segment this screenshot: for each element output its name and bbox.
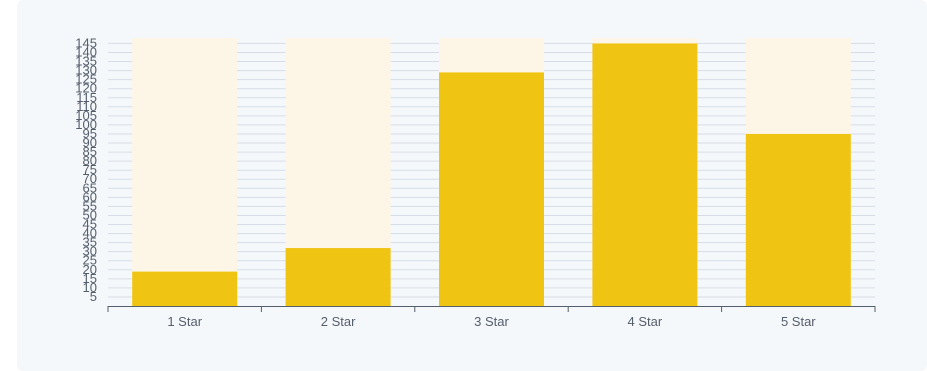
x-category-label: 1 Star	[167, 314, 202, 329]
x-category-label: 3 Star	[474, 314, 509, 329]
y-tick-label: 85	[83, 144, 97, 159]
y-tick-label: 125	[75, 72, 97, 87]
bar[interactable]	[745, 133, 851, 306]
y-tick-label: 55	[83, 198, 97, 213]
y-tick-label: 115	[76, 90, 97, 105]
y-tick-label: 20	[83, 262, 97, 277]
x-axis	[107, 306, 876, 312]
y-tick-label: 45	[83, 217, 97, 232]
bar-background	[132, 38, 238, 306]
y-tick-label: 65	[83, 180, 97, 195]
bar[interactable]	[592, 43, 698, 306]
bar[interactable]	[132, 271, 238, 306]
x-category-label: 2 Star	[321, 314, 356, 329]
bar[interactable]	[285, 248, 391, 306]
y-tick-label: 105	[75, 108, 97, 123]
y-tick-label: 50	[83, 207, 97, 222]
bar[interactable]	[439, 72, 544, 307]
y-tick-label: 100	[75, 117, 97, 132]
y-tick-label: 130	[75, 63, 97, 78]
y-tick-label: 40	[83, 226, 97, 241]
y-tick-label: 140	[75, 44, 97, 59]
x-axis-category-labels: 1 Star 2 Star 3 Star 4 Star 5 Star	[167, 314, 816, 329]
y-tick-label: 60	[83, 189, 97, 204]
y-tick-label: 90	[83, 135, 97, 150]
y-tick-label: 25	[83, 253, 97, 268]
y-tick-label: 70	[83, 171, 97, 186]
y-tick-label: 110	[76, 99, 97, 114]
y-tick-label: 30	[83, 244, 97, 259]
y-tick-label: 95	[83, 126, 97, 141]
y-tick-label: 80	[83, 153, 97, 168]
x-category-label: 5 Star	[781, 314, 816, 329]
y-tick-label: 10	[83, 280, 97, 295]
y-tick-label: 75	[83, 162, 97, 177]
y-tick-label: 120	[75, 81, 97, 96]
y-tick-label: 145	[75, 35, 97, 50]
y-axis-tick-labels: 5101520253035404550556065707580859095100…	[75, 35, 97, 304]
x-category-label: 4 Star	[628, 314, 663, 329]
y-tick-label: 5	[90, 289, 97, 304]
y-tick-label: 15	[83, 271, 97, 286]
bars	[132, 43, 851, 307]
y-tick-label: 135	[75, 54, 97, 69]
y-tick-label: 35	[83, 235, 97, 250]
